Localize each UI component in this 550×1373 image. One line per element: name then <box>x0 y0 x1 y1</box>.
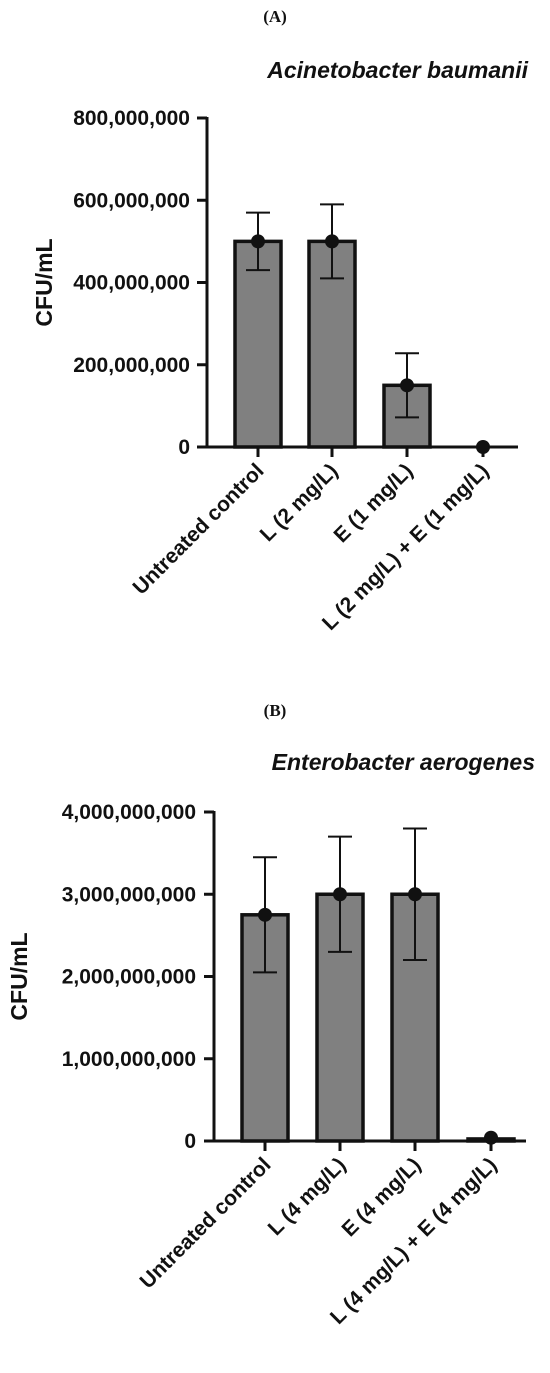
y-tick-label: 400,000,000 <box>73 272 190 295</box>
y-tick-label: 800,000,000 <box>73 107 190 130</box>
x-category-label: Untreated control <box>129 459 269 599</box>
y-tick-label: 1,000,000,000 <box>62 1048 196 1071</box>
y-tick-label: 4,000,000,000 <box>62 801 196 824</box>
panel-label: (A) <box>263 7 287 26</box>
chart-title: Acinetobacter baumanii <box>266 57 528 83</box>
data-point <box>400 378 414 393</box>
data-point <box>408 887 422 902</box>
y-axis-title: CFU/mL <box>6 932 32 1020</box>
x-category-label: Untreated control <box>136 1153 276 1293</box>
y-tick-label: 0 <box>184 1130 196 1153</box>
chart-title: Enterobacter aerogenes <box>272 749 535 775</box>
x-category-label: L (2 mg/L) <box>256 459 343 546</box>
x-category-label: L (4 mg/L) <box>264 1153 351 1240</box>
data-point <box>251 234 265 249</box>
bar <box>233 239 283 449</box>
y-tick-label: 200,000,000 <box>73 354 190 377</box>
panel-label: (B) <box>264 701 287 720</box>
data-point <box>325 234 339 249</box>
data-point <box>333 887 347 902</box>
y-tick-label: 0 <box>178 436 190 459</box>
y-axis-title: CFU/mL <box>31 238 57 326</box>
y-tick-label: 2,000,000,000 <box>62 966 196 989</box>
chart-panel-a: (A) Acinetobacter baumanii CFU/mL 0 200,000,… <box>31 7 529 635</box>
chart-panel-b: (B) Enterobacter aerogenes CFU/mL 0 1,000,00… <box>6 701 535 1329</box>
data-point <box>484 1130 498 1145</box>
y-tick-label: 600,000,000 <box>73 189 190 212</box>
y-tick-label: 3,000,000,000 <box>62 883 196 906</box>
data-point <box>258 907 272 922</box>
